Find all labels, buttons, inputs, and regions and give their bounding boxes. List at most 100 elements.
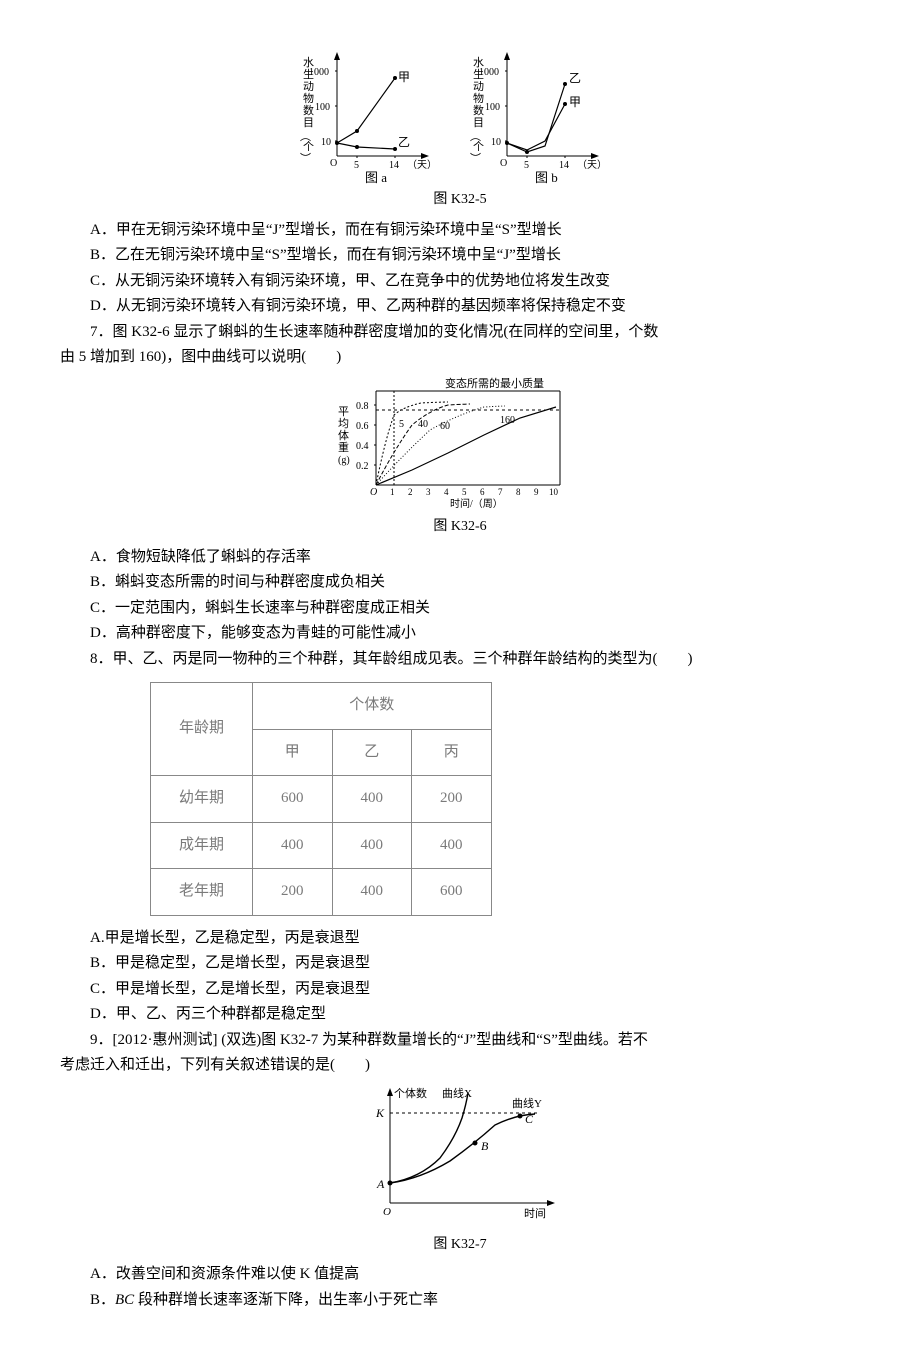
svg-text:0.4: 0.4 — [356, 441, 369, 452]
q7-stem-line2: 由 5 增加到 160)，图中曲线可以说明( ) — [60, 345, 860, 371]
svg-text:重: 重 — [338, 440, 349, 454]
curve-y — [390, 1114, 535, 1183]
svg-text:乙: 乙 — [569, 71, 581, 85]
table-row: 幼年期 600 400 200 — [151, 776, 492, 823]
chart-k32-5-a: 水 生 动 物 数 目 ︵ 个 ︶ 10 100 1000 O 5 14 （天） — [295, 46, 455, 186]
sub-caption-b: 图 b — [535, 170, 558, 185]
series-jia — [337, 78, 395, 143]
svg-text:物: 物 — [473, 91, 484, 105]
svg-text:数: 数 — [303, 104, 314, 117]
k-label: K — [375, 1106, 385, 1120]
point-b: B — [481, 1139, 489, 1153]
svg-text:动: 动 — [303, 80, 314, 93]
curve-40 — [376, 404, 470, 485]
figure-k32-6: 变态所需的最小质量 平 均 体 重 (g) 0.2 0.4 0.6 0.8 O … — [60, 375, 860, 515]
th-col-jia: 甲 — [253, 729, 333, 776]
q8-option-c: C．甲是增长型，乙是增长型，丙是衰退型 — [90, 977, 860, 1003]
q9-stem-line2: 考虑迁入和迁出，下列有关叙述错误的是( ) — [60, 1053, 860, 1079]
series-yi — [337, 143, 395, 149]
q7-option-b: B．蝌蚪变态所需的时间与种群密度成负相关 — [90, 570, 860, 596]
svg-text:8: 8 — [516, 487, 521, 497]
q8-option-a: A.甲是增长型，乙是稳定型，丙是衰退型 — [90, 926, 860, 952]
q9-option-b: B．BC 段种群增长速率逐渐下降，出生率小于死亡率 — [90, 1288, 860, 1314]
svg-text:个: 个 — [303, 140, 314, 153]
q6-option-d: D．从无铜污染环境转入有铜污染环境，甲、乙两种群的基因频率将保持稳定不变 — [90, 294, 860, 320]
q7-option-d: D．高种群密度下，能够变态为青蛙的可能性减小 — [90, 621, 860, 647]
xtick: 5 — [354, 160, 359, 171]
curve-5 — [376, 402, 448, 485]
curve-x-label: 曲线X — [442, 1086, 472, 1100]
svg-text:（天）: （天） — [577, 159, 607, 171]
svg-text:甲: 甲 — [569, 95, 581, 109]
q9-stem-line1: 9．[2012·惠州测试] (双选)图 K32-7 为某种群数量增长的“J”型曲… — [60, 1028, 860, 1054]
q8-option-d: D．甲、乙、丙三个种群都是稳定型 — [90, 1002, 860, 1028]
svg-text:9: 9 — [534, 487, 539, 497]
series-label: 乙 — [398, 135, 410, 149]
ytick: 1000 — [309, 67, 329, 78]
caption-k32-7: 图 K32-7 — [60, 1233, 860, 1257]
q9-option-a: A．改善空间和资源条件难以使 K 值提高 — [90, 1262, 860, 1288]
ytick: 10 — [321, 137, 331, 148]
svg-text:1: 1 — [390, 487, 395, 497]
point-c: C — [525, 1112, 534, 1126]
q6-option-a: A．甲在无铜污染环境中呈“J”型增长，而在有铜污染环境中呈“S”型增长 — [90, 218, 860, 244]
q7-option-c: C．一定范围内，蝌蚪生长速率与种群密度成正相关 — [90, 596, 860, 622]
svg-text:O: O — [330, 158, 337, 169]
svg-text:︶: ︶ — [300, 152, 311, 165]
svg-text:O: O — [500, 158, 507, 169]
x-axis-label: （天） — [407, 159, 437, 171]
series-label: 甲 — [398, 70, 410, 84]
svg-text:5: 5 — [399, 419, 404, 430]
svg-text:0.6: 0.6 — [356, 421, 369, 432]
series-yi — [507, 84, 565, 152]
svg-text:0.8: 0.8 — [356, 401, 369, 412]
x-axis-label: 时间/（周） — [450, 497, 503, 510]
th-age: 年龄期 — [151, 683, 253, 776]
svg-text:14: 14 — [559, 160, 569, 171]
svg-text:10: 10 — [491, 137, 501, 148]
svg-text:均: 均 — [338, 417, 349, 430]
sub-caption-a: 图 a — [365, 170, 387, 185]
curve-x — [390, 1093, 468, 1183]
svg-text:4: 4 — [444, 487, 449, 497]
point-a: A — [376, 1177, 385, 1191]
age-table: 年龄期 个体数 甲 乙 丙 幼年期 600 400 200 成年期 400 40… — [150, 682, 492, 916]
svg-text:(g): (g) — [338, 455, 350, 466]
svg-text:个: 个 — [473, 140, 484, 153]
th-col-yi: 乙 — [332, 729, 412, 776]
chart-k32-7: 个体数 时间 O K 曲线X 曲线Y A B C — [350, 1083, 570, 1233]
svg-text:7: 7 — [498, 487, 503, 497]
svg-text:0.2: 0.2 — [356, 461, 369, 472]
svg-text:平: 平 — [338, 406, 349, 418]
th-col-bing: 丙 — [412, 729, 492, 776]
svg-text:O: O — [383, 1206, 391, 1218]
x-axis-label: 时间 — [524, 1207, 546, 1220]
svg-text:O: O — [370, 487, 377, 498]
svg-text:6: 6 — [480, 487, 485, 497]
svg-text:目: 目 — [473, 117, 484, 129]
top-label: 变态所需的最小质量 — [445, 376, 544, 390]
svg-text:物: 物 — [303, 91, 314, 105]
svg-text:10: 10 — [549, 487, 559, 497]
svg-text:3: 3 — [426, 487, 431, 497]
q6-option-b: B．乙在无铜污染环境中呈“S”型增长，而在有铜污染环境中呈“J”型增长 — [90, 243, 860, 269]
svg-text:动: 动 — [473, 80, 484, 93]
figure-k32-5: 水 生 动 物 数 目 ︵ 个 ︶ 10 100 1000 O 5 14 （天） — [60, 46, 860, 186]
q7-option-a: A．食物短缺降低了蝌蚪的存活率 — [90, 545, 860, 571]
x-ticks: 1 2 3 4 5 6 7 8 9 10 — [390, 487, 559, 497]
figure-k32-7: 个体数 时间 O K 曲线X 曲线Y A B C — [60, 1083, 860, 1233]
chart-k32-6: 变态所需的最小质量 平 均 体 重 (g) 0.2 0.4 0.6 0.8 O … — [330, 375, 590, 515]
xtick: 14 — [389, 160, 399, 171]
th-count: 个体数 — [253, 683, 492, 730]
svg-text:60: 60 — [440, 421, 450, 432]
svg-text:5: 5 — [462, 487, 467, 497]
caption-k32-5: 图 K32-5 — [60, 188, 860, 212]
svg-text:目: 目 — [303, 117, 314, 129]
caption-k32-6: 图 K32-6 — [60, 515, 860, 539]
svg-text:1000: 1000 — [479, 67, 499, 78]
q8-option-b: B．甲是稳定型，乙是增长型，丙是衰退型 — [90, 951, 860, 977]
svg-text:40: 40 — [418, 419, 428, 430]
q6-option-c: C．从无铜污染环境转入有铜污染环境，甲、乙在竞争中的优势地位将发生改变 — [90, 269, 860, 295]
svg-text:数: 数 — [473, 104, 484, 117]
q7-stem-line1: 7．图 K32-6 显示了蝌蚪的生长速率随种群密度增加的变化情况(在同样的空间里… — [60, 320, 860, 346]
